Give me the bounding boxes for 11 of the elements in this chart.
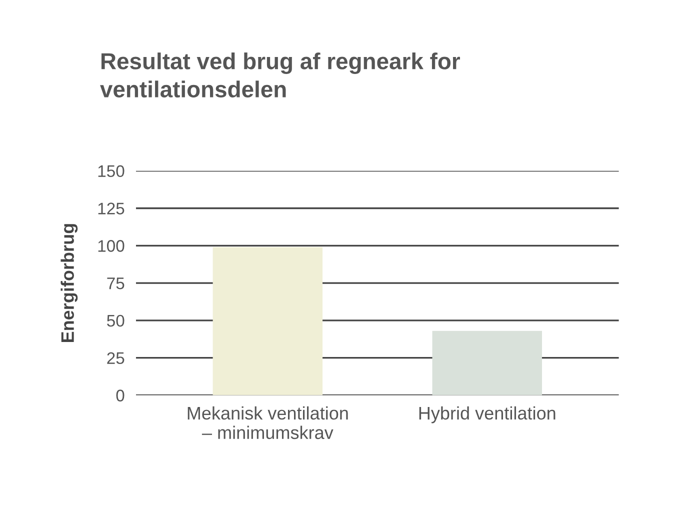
y-tick-label: 125 — [98, 202, 124, 214]
y-tick-label: 50 — [107, 314, 124, 327]
y-tick-label: 25 — [107, 352, 124, 364]
y-axis-title: Energiforbrug — [60, 224, 78, 342]
y-tick-label: 150 — [98, 165, 124, 178]
chart-title: Resultat ved brug af regneark for ventilationsdelen — [100, 52, 460, 98]
y-tick-label: 100 — [98, 240, 124, 252]
y-tick-label: 75 — [107, 278, 124, 290]
x-tick-label: Mekanisk ventilation – minimumskrav — [188, 406, 348, 440]
y-tick-label: 0 — [116, 390, 124, 402]
x-tick-label: Hybrid ventilation — [419, 406, 556, 424]
